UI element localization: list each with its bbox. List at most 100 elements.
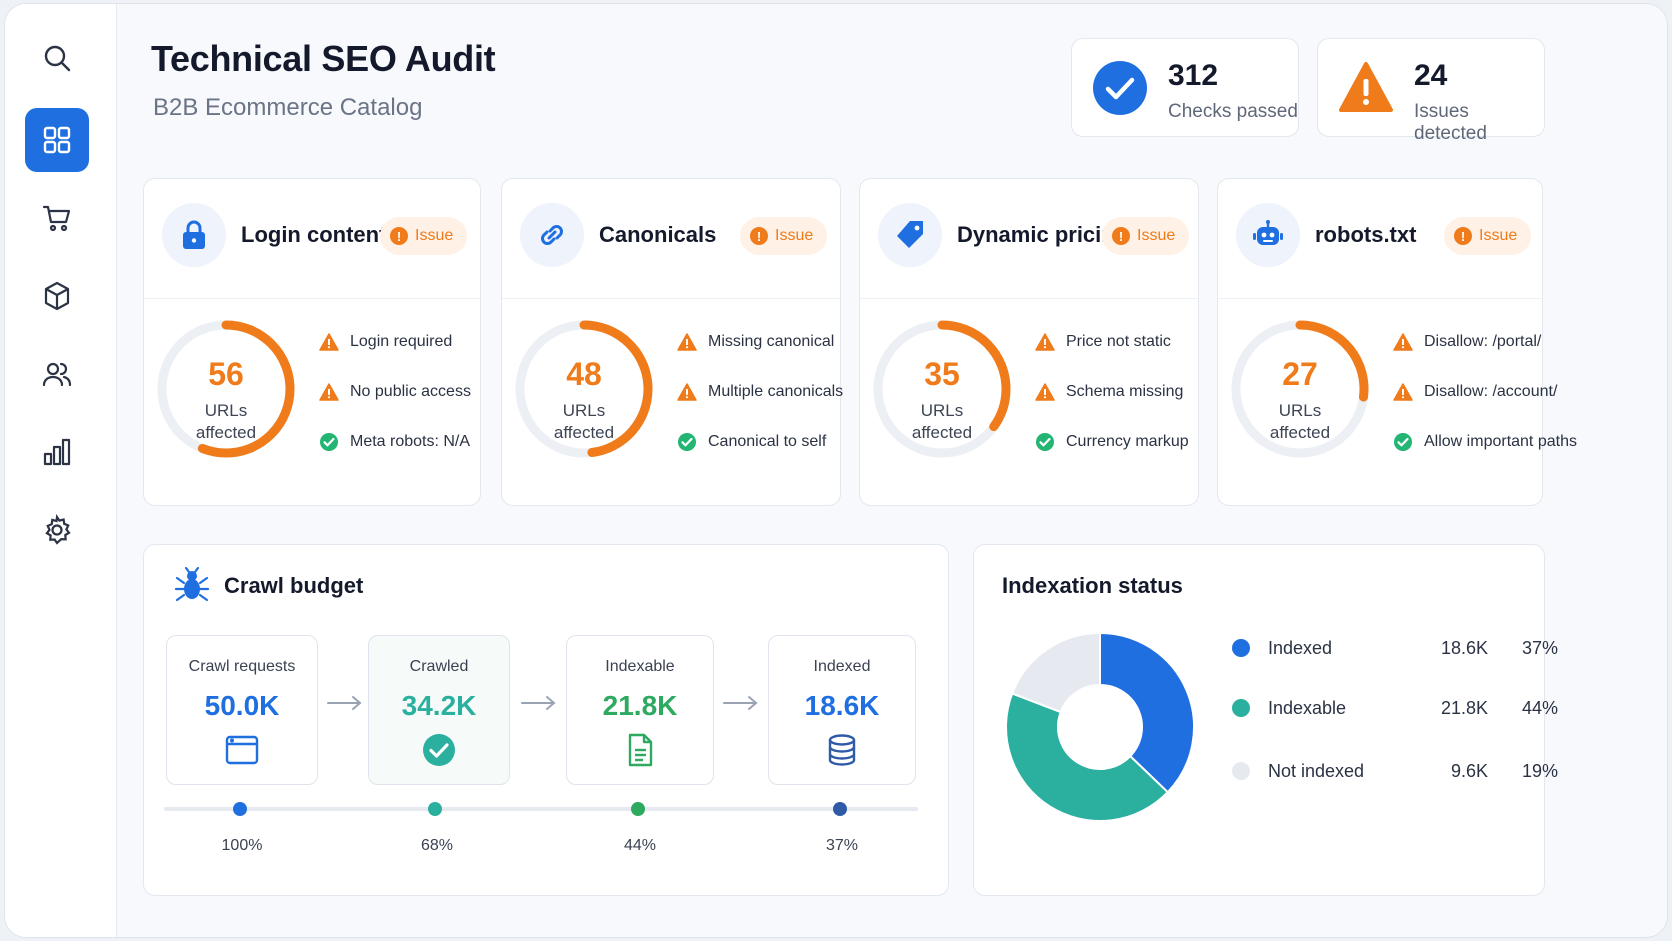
step-percent: 100% [221,837,263,854]
issue-badge[interactable]: ! Issue [740,217,828,255]
card-header: Login content ! Issue [144,179,480,299]
check-circle-icon [678,433,696,451]
sidebar-item-products[interactable] [25,264,89,328]
legend-label: Not indexed [1268,760,1365,781]
crawl-budget-title: Crawl budget [224,573,364,598]
warning-icon [677,333,697,351]
urls-affected-value: 27 [1282,356,1318,392]
card-title: Login content [241,222,387,247]
crawl-budget-panel: Crawl budget Crawl requests 50.0K Crawle… [143,544,949,896]
urls-affected-value: 56 [208,356,244,392]
check-text: Meta robots: N/A [350,433,471,450]
issue-card-canonicals[interactable]: Canonicals ! Issue 48 URLs affected Miss… [501,178,843,506]
gear-icon [45,514,71,545]
urls-affected-label: URLs [1278,401,1322,420]
issue-badge[interactable]: ! Issue [1102,217,1190,255]
check-circle-icon [1394,433,1412,451]
check-text: Disallow: /portal/ [1424,333,1542,350]
sidebar-item-analytics[interactable] [25,420,89,484]
badge-label: Issue [1137,227,1176,244]
check-circle-icon [320,433,338,451]
warning-icon [1393,333,1413,351]
urls-affected-label: affected [553,423,615,442]
sidebar-item-dashboard[interactable] [25,108,89,172]
sidebar-item-search[interactable] [25,26,89,90]
step-value: 34.2K [401,690,477,721]
warning-icon [1393,383,1413,401]
sidebar-item-users[interactable] [25,342,89,406]
check-text: Login required [350,333,453,350]
check-circle-icon [1036,433,1054,451]
stat-issues-detected: 24 Issues detected [1317,38,1545,144]
legend-percent: 37% [1521,637,1558,658]
legend-swatch [1232,639,1250,657]
crawl-progress-track [164,802,918,816]
step-label: Indexable [605,658,675,675]
issue-badge[interactable]: ! Issue [1444,217,1532,255]
link-icon [520,203,584,267]
check-item: Allow important paths [1393,429,1577,455]
check-circle-icon [1093,61,1147,115]
donut-slice-indexed [1099,631,1195,794]
alert-icon: ! [390,227,408,245]
cart-icon [42,205,71,232]
card-title: Canonicals [599,222,717,247]
sidebar-item-settings[interactable] [25,498,89,562]
badge-label: Issue [415,227,454,244]
legend-percent: 44% [1521,697,1558,718]
document-icon [628,733,653,767]
urls-affected-gauge [873,320,1011,458]
legend-swatch [1232,699,1250,717]
warning-icon [319,333,339,351]
page-subtitle: B2B Ecommerce Catalog [153,94,423,121]
urls-affected-label: URLs [562,401,606,420]
issue-card-login-content[interactable]: Login content ! Issue 56 URLs affected L… [143,178,481,506]
check-text: Allow important paths [1424,433,1577,450]
check-item: Canonical to self [677,429,826,455]
spider-icon [174,566,210,602]
urls-affected-gauge [157,320,295,458]
issue-badge[interactable]: ! Issue [380,217,468,255]
urls-affected-value: 35 [924,356,960,392]
step-percent: 44% [623,837,657,854]
issue-card-robots-txt[interactable]: robots.txt ! Issue 27 URLs affected Disa… [1217,178,1577,506]
sidebar-item-cart[interactable] [25,186,89,250]
check-item: Schema missing [1035,379,1183,405]
step-label: Indexed [813,658,871,675]
page-title: Technical SEO Audit [151,38,496,79]
indexation-title: Indexation status [1002,573,1183,598]
check-item: Currency markup [1035,429,1189,455]
check-text: No public access [350,383,471,400]
issue-card-dynamic-pricing[interactable]: Dynamic pricing ! Issue 35 URLs affected… [859,178,1199,506]
check-item: Multiple canonicals [677,379,843,405]
grid-icon [43,126,71,154]
urls-affected-label: URLs [204,401,248,420]
stat-checks-passed: 312 Checks passed [1071,38,1299,137]
check-text: Price not static [1066,333,1171,350]
warning-icon [677,383,697,401]
check-text: Missing canonical [708,333,835,350]
badge-label: Issue [775,227,814,244]
database-icon [828,734,856,766]
users-icon [42,362,72,387]
step-value: 50.0K [204,690,280,721]
card-header: robots.txt ! Issue [1218,179,1542,299]
warning-icon [1035,333,1055,351]
legend-label: Indexable [1268,697,1347,718]
check-text: Disallow: /account/ [1424,383,1558,400]
funnel-step-indexable: Indexable 21.8K [566,635,714,785]
check-circle-icon [423,734,455,766]
legend-item: Indexable 21.8K 44% [1232,693,1562,723]
warning-icon [1035,383,1055,401]
urls-affected-label: affected [195,423,257,442]
alert-icon: ! [750,227,768,245]
stat-label: Checks passed [1168,101,1298,122]
step-percent: 68% [420,837,454,854]
stat-label: Issues detected [1414,101,1487,144]
progress-marker-indexable [631,802,645,816]
step-value: 21.8K [602,690,678,721]
check-item: Missing canonical [677,329,834,355]
badge-label: Issue [1479,227,1518,244]
robot-icon [1236,203,1300,267]
browser-window-icon [225,735,259,765]
